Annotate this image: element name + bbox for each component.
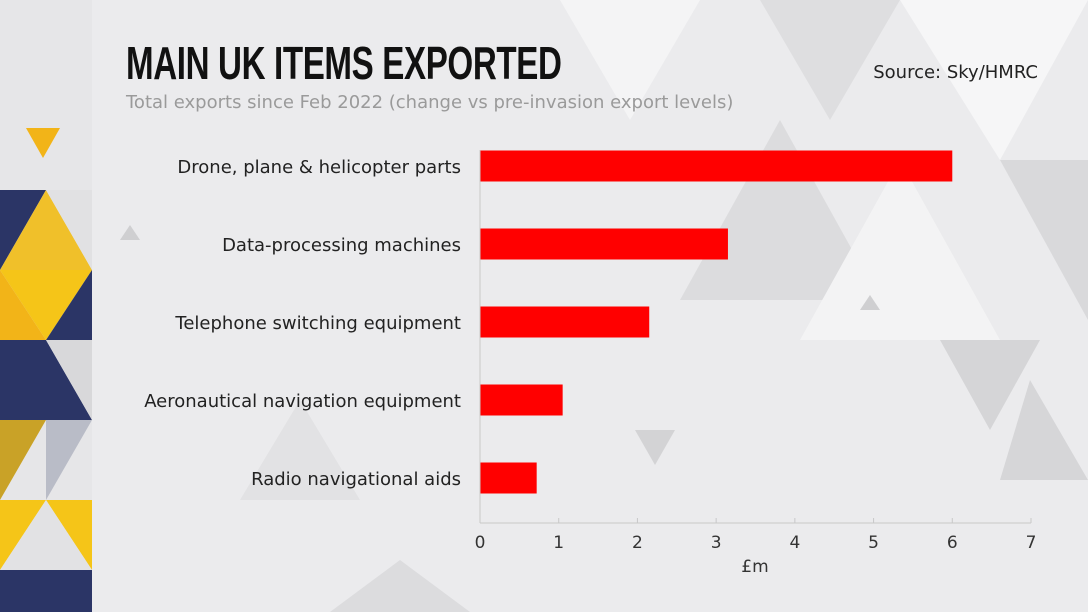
chart-title: MAIN UK ITEMS EXPORTED xyxy=(126,37,562,89)
x-tick-label: 6 xyxy=(947,533,958,553)
chart-subtitle: Total exports since Feb 2022 (change vs … xyxy=(126,92,734,113)
x-tick-label: 7 xyxy=(1026,533,1037,553)
category-label: Aeronautical navigation equipment xyxy=(144,391,461,412)
bar xyxy=(480,150,953,182)
x-tick-label: 1 xyxy=(553,533,564,553)
category-label: Telephone switching equipment xyxy=(174,313,461,334)
x-tick-label: 3 xyxy=(711,533,722,553)
x-tick-label: 2 xyxy=(632,533,643,553)
x-tick-label: 0 xyxy=(475,533,486,553)
x-axis-label: £m xyxy=(741,557,768,577)
bar xyxy=(480,228,728,260)
source-label: Source: Sky/HMRC xyxy=(873,62,1038,83)
category-label: Drone, plane & helicopter parts xyxy=(177,157,461,178)
bar xyxy=(480,462,537,494)
x-tick-label: 5 xyxy=(868,533,879,553)
category-label: Data-processing machines xyxy=(222,235,461,256)
x-tick-label: 4 xyxy=(789,533,800,553)
bar xyxy=(480,384,563,416)
category-label: Radio navigational aids xyxy=(251,469,461,490)
bar xyxy=(480,306,650,338)
